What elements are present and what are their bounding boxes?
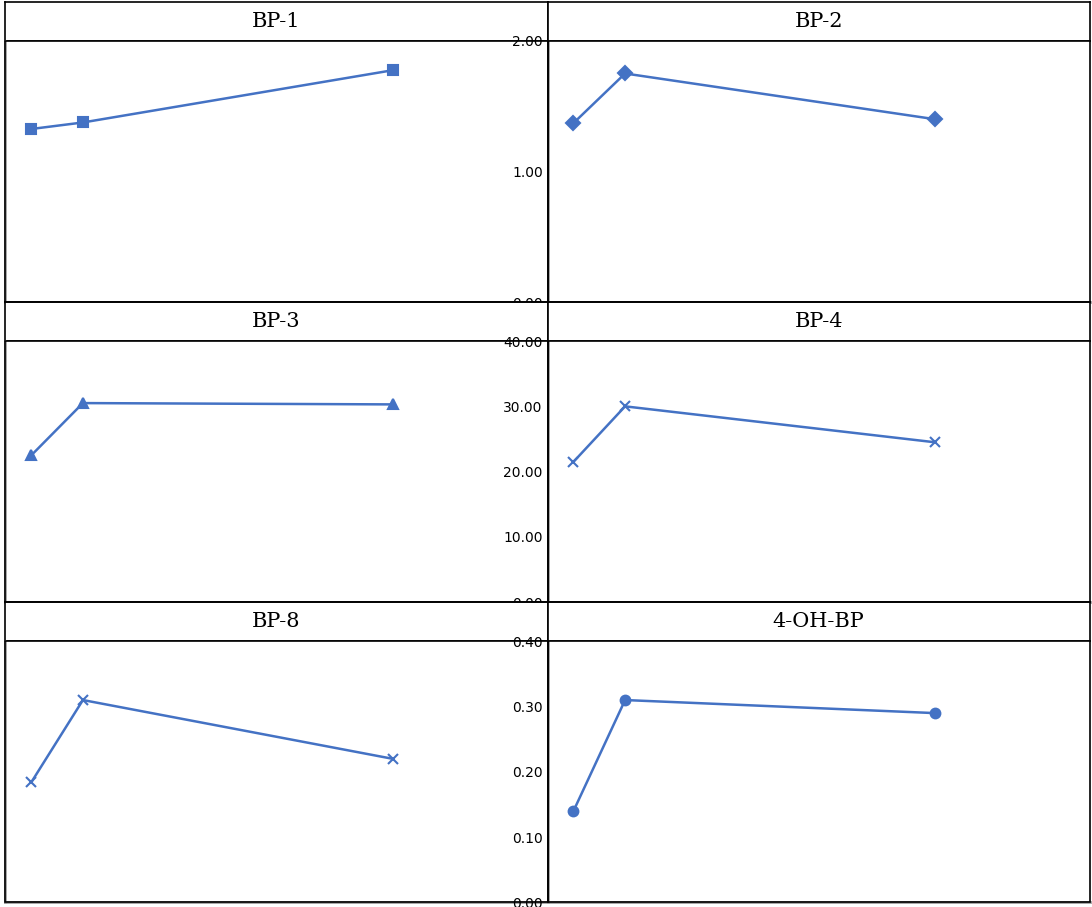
Text: BP-8: BP-8 xyxy=(252,612,300,631)
Text: BP-3: BP-3 xyxy=(252,312,301,331)
Text: 4-OH-BP: 4-OH-BP xyxy=(773,612,865,631)
Text: BP-2: BP-2 xyxy=(795,12,843,31)
Text: BP-1: BP-1 xyxy=(252,12,301,31)
Text: BP-4: BP-4 xyxy=(795,312,843,331)
